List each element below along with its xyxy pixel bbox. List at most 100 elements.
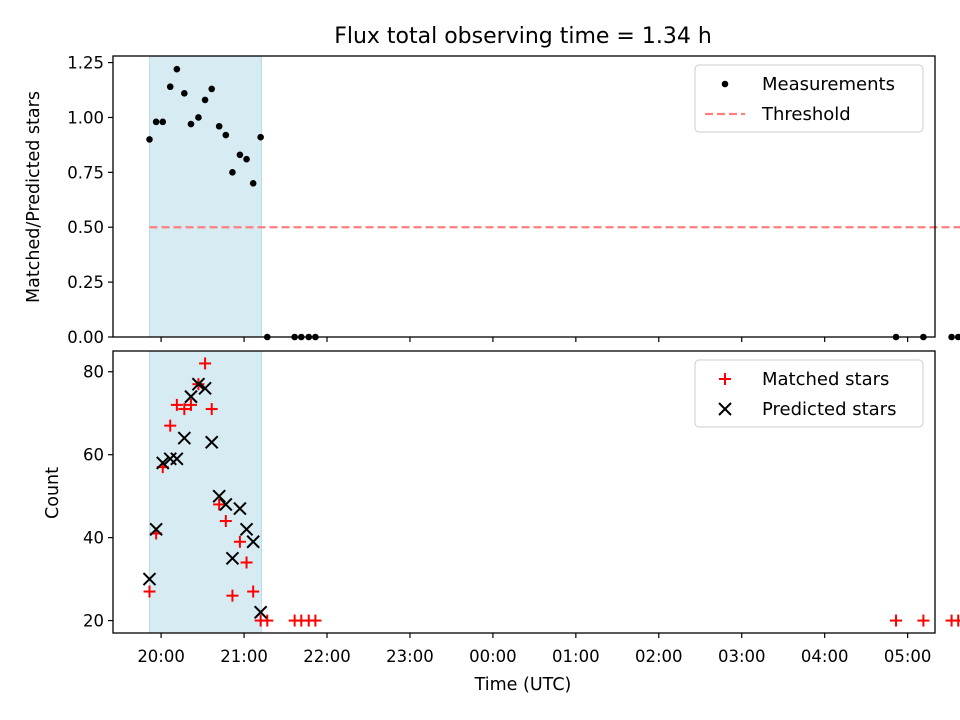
count-legend-swatch-1-b — [718, 402, 732, 416]
ratio-series0-point-11 — [222, 131, 230, 139]
count-series1-point-4-b — [170, 452, 184, 466]
count-series1-point-16-b — [253, 605, 268, 619]
count-legend-label-1: Predicted stars — [762, 399, 896, 420]
count-series1-point-10-b — [212, 489, 226, 503]
count-series1-point-2 — [156, 456, 170, 470]
count-series1-point-6 — [184, 389, 198, 404]
count-axes-frame — [112, 350, 936, 634]
ratio-series0-point-6 — [187, 120, 195, 128]
count-y-tick-label-1: 40 — [83, 529, 104, 548]
count-series1-point-0-b — [142, 572, 157, 586]
ratio-series0-point-13 — [236, 151, 244, 159]
count-series1-point-15-b — [246, 535, 260, 549]
ratio-series0-point-4 — [173, 65, 181, 73]
ratio-legend-label-1: Threshold — [761, 104, 851, 125]
x-tick-label-9: 05:00 — [884, 647, 932, 666]
chart-title: Flux total observing time = 1.34 h — [334, 24, 712, 49]
count-series1-point-15 — [246, 535, 260, 549]
ratio-y-tick-label-1: 0.25 — [67, 273, 104, 292]
count-series1-point-12-b — [225, 551, 240, 566]
ratio-series0-point-0 — [146, 136, 153, 143]
ratio-series0-point-3 — [166, 83, 174, 91]
ratio-series0-point-14 — [243, 155, 250, 163]
count-series1-point-9 — [204, 435, 219, 449]
count-series1-point-5 — [177, 431, 192, 445]
x-tick-label-3: 23:00 — [386, 647, 434, 666]
ratio-y-tick-label-5: 1.25 — [67, 54, 104, 73]
ratio-series0-point-10 — [215, 122, 223, 130]
x-tick-label-5: 01:00 — [552, 647, 600, 666]
count-series1-point-13 — [233, 501, 247, 516]
count-series1-point-10 — [212, 489, 226, 503]
count-series0-point-15 — [247, 585, 260, 598]
ratio-axes-frame — [112, 55, 936, 338]
ratio-series0-point-9 — [208, 85, 216, 93]
count-legend-swatch-0 — [719, 373, 731, 385]
count-series0-point-25 — [952, 614, 960, 627]
count-series0-point-8 — [199, 357, 212, 370]
ratio-legend-label-0: Measurements — [762, 74, 895, 95]
count-y-tick-label-3: 80 — [83, 363, 104, 382]
ratio-series0-point-25 — [954, 333, 960, 341]
count-series0-point-6 — [184, 398, 197, 411]
count-y-tick-label-0: 20 — [83, 612, 104, 631]
x-tick-label-6: 02:00 — [635, 647, 683, 666]
count-series1-point-0 — [142, 572, 157, 586]
x-tick-label-2: 22:00 — [303, 647, 351, 666]
count-series0-point-4 — [170, 398, 183, 411]
count-legend: Matched stars Predicted stars — [694, 359, 924, 428]
x-tick-label-8: 04:00 — [801, 647, 849, 666]
count-series1-point-12 — [225, 551, 240, 566]
count-series1-point-16 — [253, 605, 268, 619]
ratio-y-tick-label-4: 1.00 — [67, 108, 104, 127]
count-y-axis-label: Count — [43, 467, 63, 519]
ratio-series0-point-7 — [195, 114, 202, 121]
count-series1-point-8 — [198, 381, 212, 396]
ratio-legend: Measurements Threshold — [694, 64, 924, 133]
ratio-series0-point-24 — [948, 333, 955, 341]
count-series1-point-1-b — [149, 522, 163, 537]
x-tick-label-4: 00:00 — [469, 647, 517, 666]
count-series1-point-1 — [149, 522, 163, 537]
count-series1-point-7-b — [191, 377, 206, 391]
x-tick-label-7: 03:00 — [718, 647, 766, 666]
count-series1-point-9-b — [204, 435, 219, 449]
count-legend-frame — [694, 359, 924, 428]
x-tick-label-1: 21:00 — [220, 647, 268, 666]
ratio-series0-point-16 — [257, 133, 264, 141]
count-series0-point-9 — [205, 403, 218, 416]
ratio-panel: 0.00 0.25 0.50 0.75 1.00 1.25 Measurements Thre… — [67, 54, 960, 347]
ratio-y-tick-label-0: 0.00 — [67, 328, 104, 347]
count-series0-point-12 — [226, 589, 239, 602]
count-series0-point-10 — [213, 498, 226, 511]
count-series1-point-8-b — [198, 381, 212, 396]
count-series0-point-22 — [890, 614, 903, 627]
count-series1-point-7 — [191, 377, 206, 391]
count-series0-point-0 — [143, 585, 156, 598]
count-legend-label-0: Matched stars — [762, 369, 889, 390]
count-series0-point-5 — [178, 403, 191, 416]
count-series0-point-11 — [219, 515, 232, 528]
ratio-y-axis-label: Matched/Predicted stars — [24, 91, 44, 303]
ratio-series0-point-2 — [159, 118, 167, 126]
ratio-y-tick-label-3: 0.75 — [67, 163, 104, 182]
x-axis-label: Time (UTC) — [474, 675, 572, 695]
ratio-series0-point-8 — [201, 96, 209, 104]
count-legend-swatch-1 — [718, 402, 732, 416]
count-series0-point-13 — [233, 535, 246, 548]
count-series1-point-14-b — [239, 522, 254, 537]
ratio-series0-point-12 — [229, 169, 236, 176]
count-series0-point-17 — [261, 614, 274, 627]
count-series1-point-4 — [170, 452, 184, 466]
ratio-y-tick-label-2: 0.50 — [67, 218, 104, 237]
count-y-tick-label-2: 60 — [83, 446, 104, 465]
ratio-legend-swatch-0 — [721, 80, 729, 88]
count-series0-point-14 — [240, 556, 253, 569]
count-panel: 20 40 60 80 20:00 21:00 22:00 23:00 00:00 01:00 02… — [83, 350, 960, 666]
x-tick-label-0: 20:00 — [137, 647, 185, 666]
count-series1-point-14 — [239, 522, 254, 537]
ratio-series0-point-1 — [152, 118, 160, 126]
count-series1-point-11-b — [219, 497, 233, 512]
count-series1-point-2-b — [156, 456, 170, 470]
